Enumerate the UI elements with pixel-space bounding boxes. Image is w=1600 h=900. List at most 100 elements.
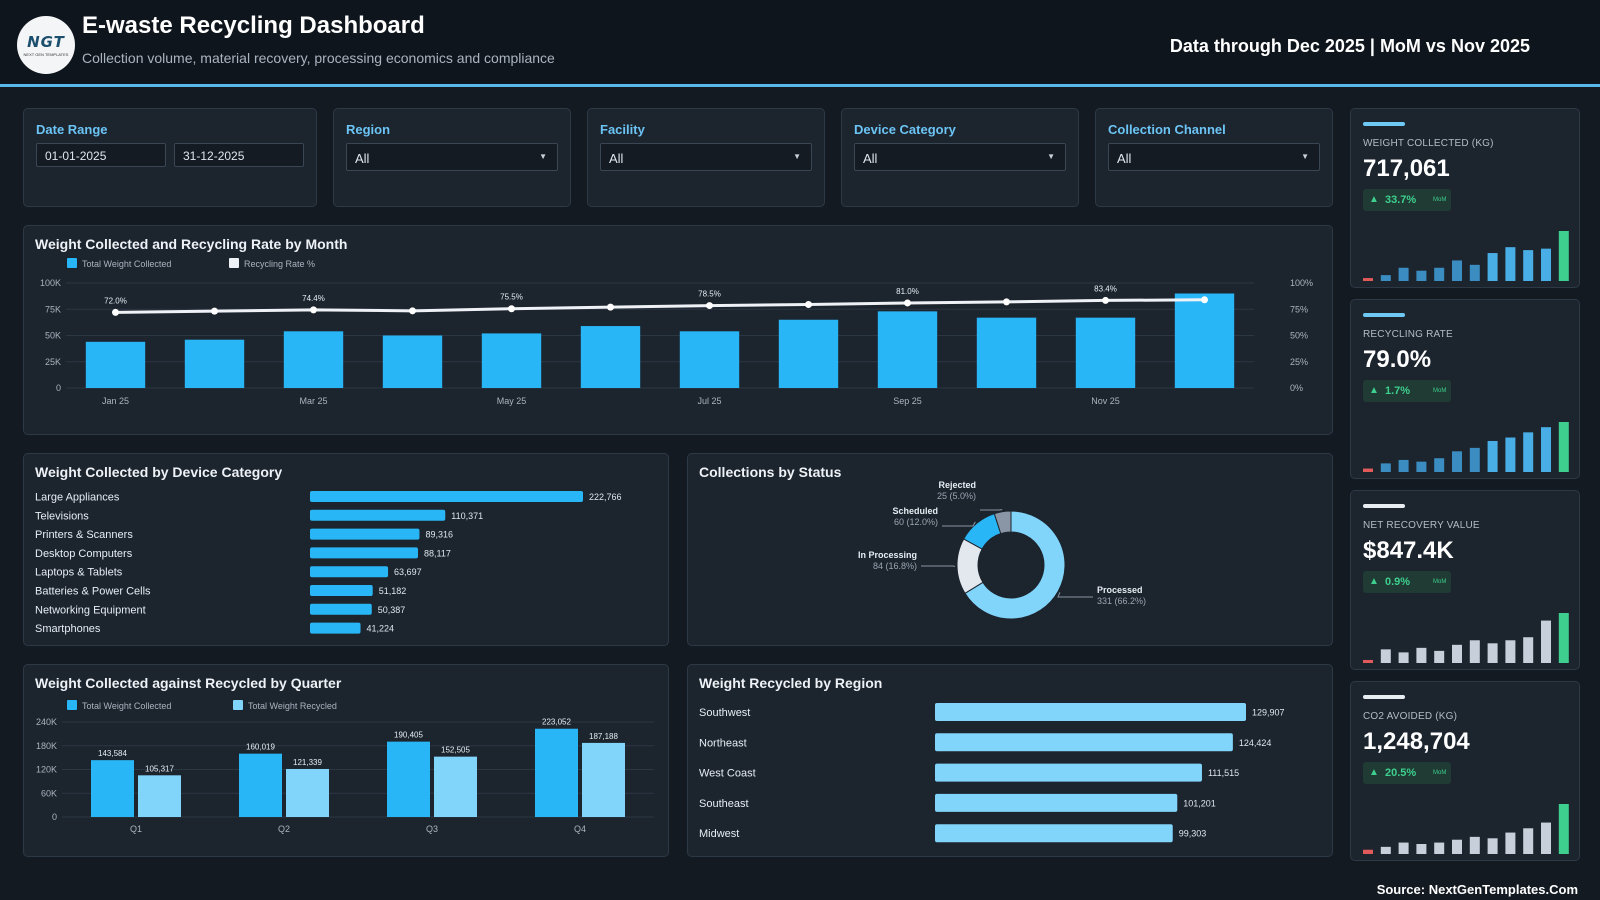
kpi-delta-value: 1.7% — [1385, 385, 1411, 397]
quarter-bar — [582, 742, 625, 817]
quarter-bar — [138, 775, 181, 817]
bar-weight-collected — [283, 331, 344, 388]
value-bar — [310, 528, 420, 540]
y-tick: 240K — [36, 717, 57, 727]
trend-bar — [1452, 839, 1462, 854]
kpi-accent-bar — [1363, 313, 1405, 317]
trend-bar — [1487, 838, 1498, 854]
y-tick: 60K — [41, 788, 57, 798]
trend-bar — [1380, 649, 1391, 663]
panel-title: Collections by Status — [699, 464, 842, 480]
x-tick: Q4 — [574, 824, 586, 834]
bar-weight-collected — [382, 335, 443, 388]
filter-collection-channel: Collection Channel All ▼ — [1095, 108, 1333, 207]
rate-point — [508, 305, 515, 313]
device-category-select-value: All — [863, 151, 878, 166]
y-left-tick: 25K — [45, 357, 61, 367]
trend-bar — [1558, 231, 1569, 281]
region-select[interactable]: All ▼ — [346, 143, 558, 171]
bar-weight-collected — [481, 333, 542, 388]
quarter-chart-panel: Weight Collected against Recycled by Qua… — [23, 664, 669, 857]
trend-bar — [1452, 260, 1462, 281]
value-label: 111,515 — [1208, 768, 1239, 778]
kpi-co2-avoided: CO2 AVOIDED (KG) 1,248,704 ▲ 20.5% MoM — [1350, 681, 1580, 861]
value-label: 63,697 — [394, 567, 422, 577]
end-date-input[interactable]: 31-12-2025 — [174, 143, 304, 167]
legend-swatch — [233, 700, 243, 710]
trend-bar — [1363, 849, 1373, 854]
quarter-bar — [91, 760, 134, 817]
trend-bar — [1523, 637, 1534, 663]
filter-region: Region All ▼ — [333, 108, 571, 207]
y-right-tick: 50% — [1290, 331, 1308, 341]
kpi-accent-bar — [1363, 122, 1405, 126]
category-label: Batteries & Power Cells — [35, 586, 151, 598]
category-label: Southeast — [699, 798, 749, 810]
bar-data-label: 190,405 — [394, 731, 423, 740]
panel-title: Weight Recycled by Region — [699, 675, 883, 691]
bar-data-label: 105,317 — [145, 764, 174, 773]
value-label: 41,224 — [367, 624, 395, 634]
chevron-down-icon: ▼ — [1047, 152, 1055, 161]
y-left-tick: 75K — [45, 304, 61, 314]
legend-swatch — [67, 258, 77, 268]
rate-point — [904, 299, 911, 307]
kpi-trend-sparkbars — [1363, 231, 1569, 281]
device-category-select[interactable]: All ▼ — [854, 143, 1066, 171]
value-bar — [935, 824, 1173, 843]
x-tick: Q3 — [426, 824, 438, 834]
rate-data-label: 75.5% — [500, 293, 523, 302]
x-tick: Sep 25 — [893, 396, 922, 406]
start-date-input[interactable]: 01-01-2025 — [36, 143, 166, 167]
quarter-bar — [535, 728, 578, 817]
trend-bar — [1416, 647, 1427, 663]
value-bar — [935, 763, 1202, 782]
value-bar — [310, 622, 361, 634]
value-label: 124,424 — [1239, 738, 1272, 748]
y-left-tick: 0 — [56, 383, 61, 393]
page-title: E-waste Recycling Dashboard — [82, 12, 425, 39]
rate-data-label: 72.0% — [104, 296, 127, 305]
logo-text: NGT — [27, 33, 65, 51]
rate-point — [310, 306, 317, 314]
y-left-tick: 100K — [40, 278, 61, 288]
trend-bar — [1523, 250, 1534, 281]
facility-select[interactable]: All ▼ — [600, 143, 812, 171]
kpi-delta-note: MoM — [1433, 197, 1447, 203]
kpi-delta-badge: ▲ 0.9% MoM — [1363, 571, 1451, 593]
trend-bar — [1452, 451, 1462, 472]
category-label: Large Appliances — [35, 492, 120, 504]
monthly-chart: Total Weight Collected Recycling Rate % 0 2… — [40, 258, 1313, 406]
bar-data-label: 160,019 — [246, 743, 275, 752]
collection-channel-select[interactable]: All ▼ — [1108, 143, 1320, 171]
trend-bar — [1398, 842, 1409, 854]
kpi-label: RECYCLING RATE — [1363, 329, 1453, 340]
arrow-up-icon: ▲ — [1369, 767, 1379, 778]
category-label: Midwest — [699, 828, 739, 840]
kpi-delta-value: 33.7% — [1385, 194, 1417, 206]
trend-bar — [1363, 278, 1373, 281]
rate-point — [211, 307, 218, 315]
trend-bar — [1505, 247, 1516, 281]
x-tick: Nov 25 — [1091, 396, 1120, 406]
category-label: Networking Equipment — [35, 604, 146, 616]
quarter-bar — [286, 768, 329, 817]
trend-bar — [1469, 836, 1480, 854]
bar-weight-collected — [976, 317, 1037, 388]
arrow-up-icon: ▲ — [1369, 385, 1379, 396]
quarter-bar — [239, 753, 282, 817]
bar-weight-collected — [778, 319, 839, 388]
category-label: West Coast — [699, 768, 756, 780]
trend-bar — [1558, 422, 1569, 472]
x-tick: Q2 — [278, 824, 290, 834]
bar-weight-collected — [877, 311, 938, 388]
panel-title: Weight Collected and Recycling Rate by M… — [35, 236, 348, 252]
source-credit: Source: NextGenTemplates.Com — [1376, 882, 1578, 897]
kpi-net-recovery-value: NET RECOVERY VALUE $847.4K ▲ 0.9% MoM — [1350, 490, 1580, 670]
value-bar — [935, 703, 1246, 721]
rate-data-label: 74.4% — [302, 294, 325, 303]
header-bar: NGT NEXT GEN TEMPLATES E-waste Recycling… — [0, 0, 1600, 87]
trend-bar — [1434, 650, 1445, 663]
legend-swatch — [67, 700, 77, 710]
bar-weight-collected — [679, 331, 740, 388]
